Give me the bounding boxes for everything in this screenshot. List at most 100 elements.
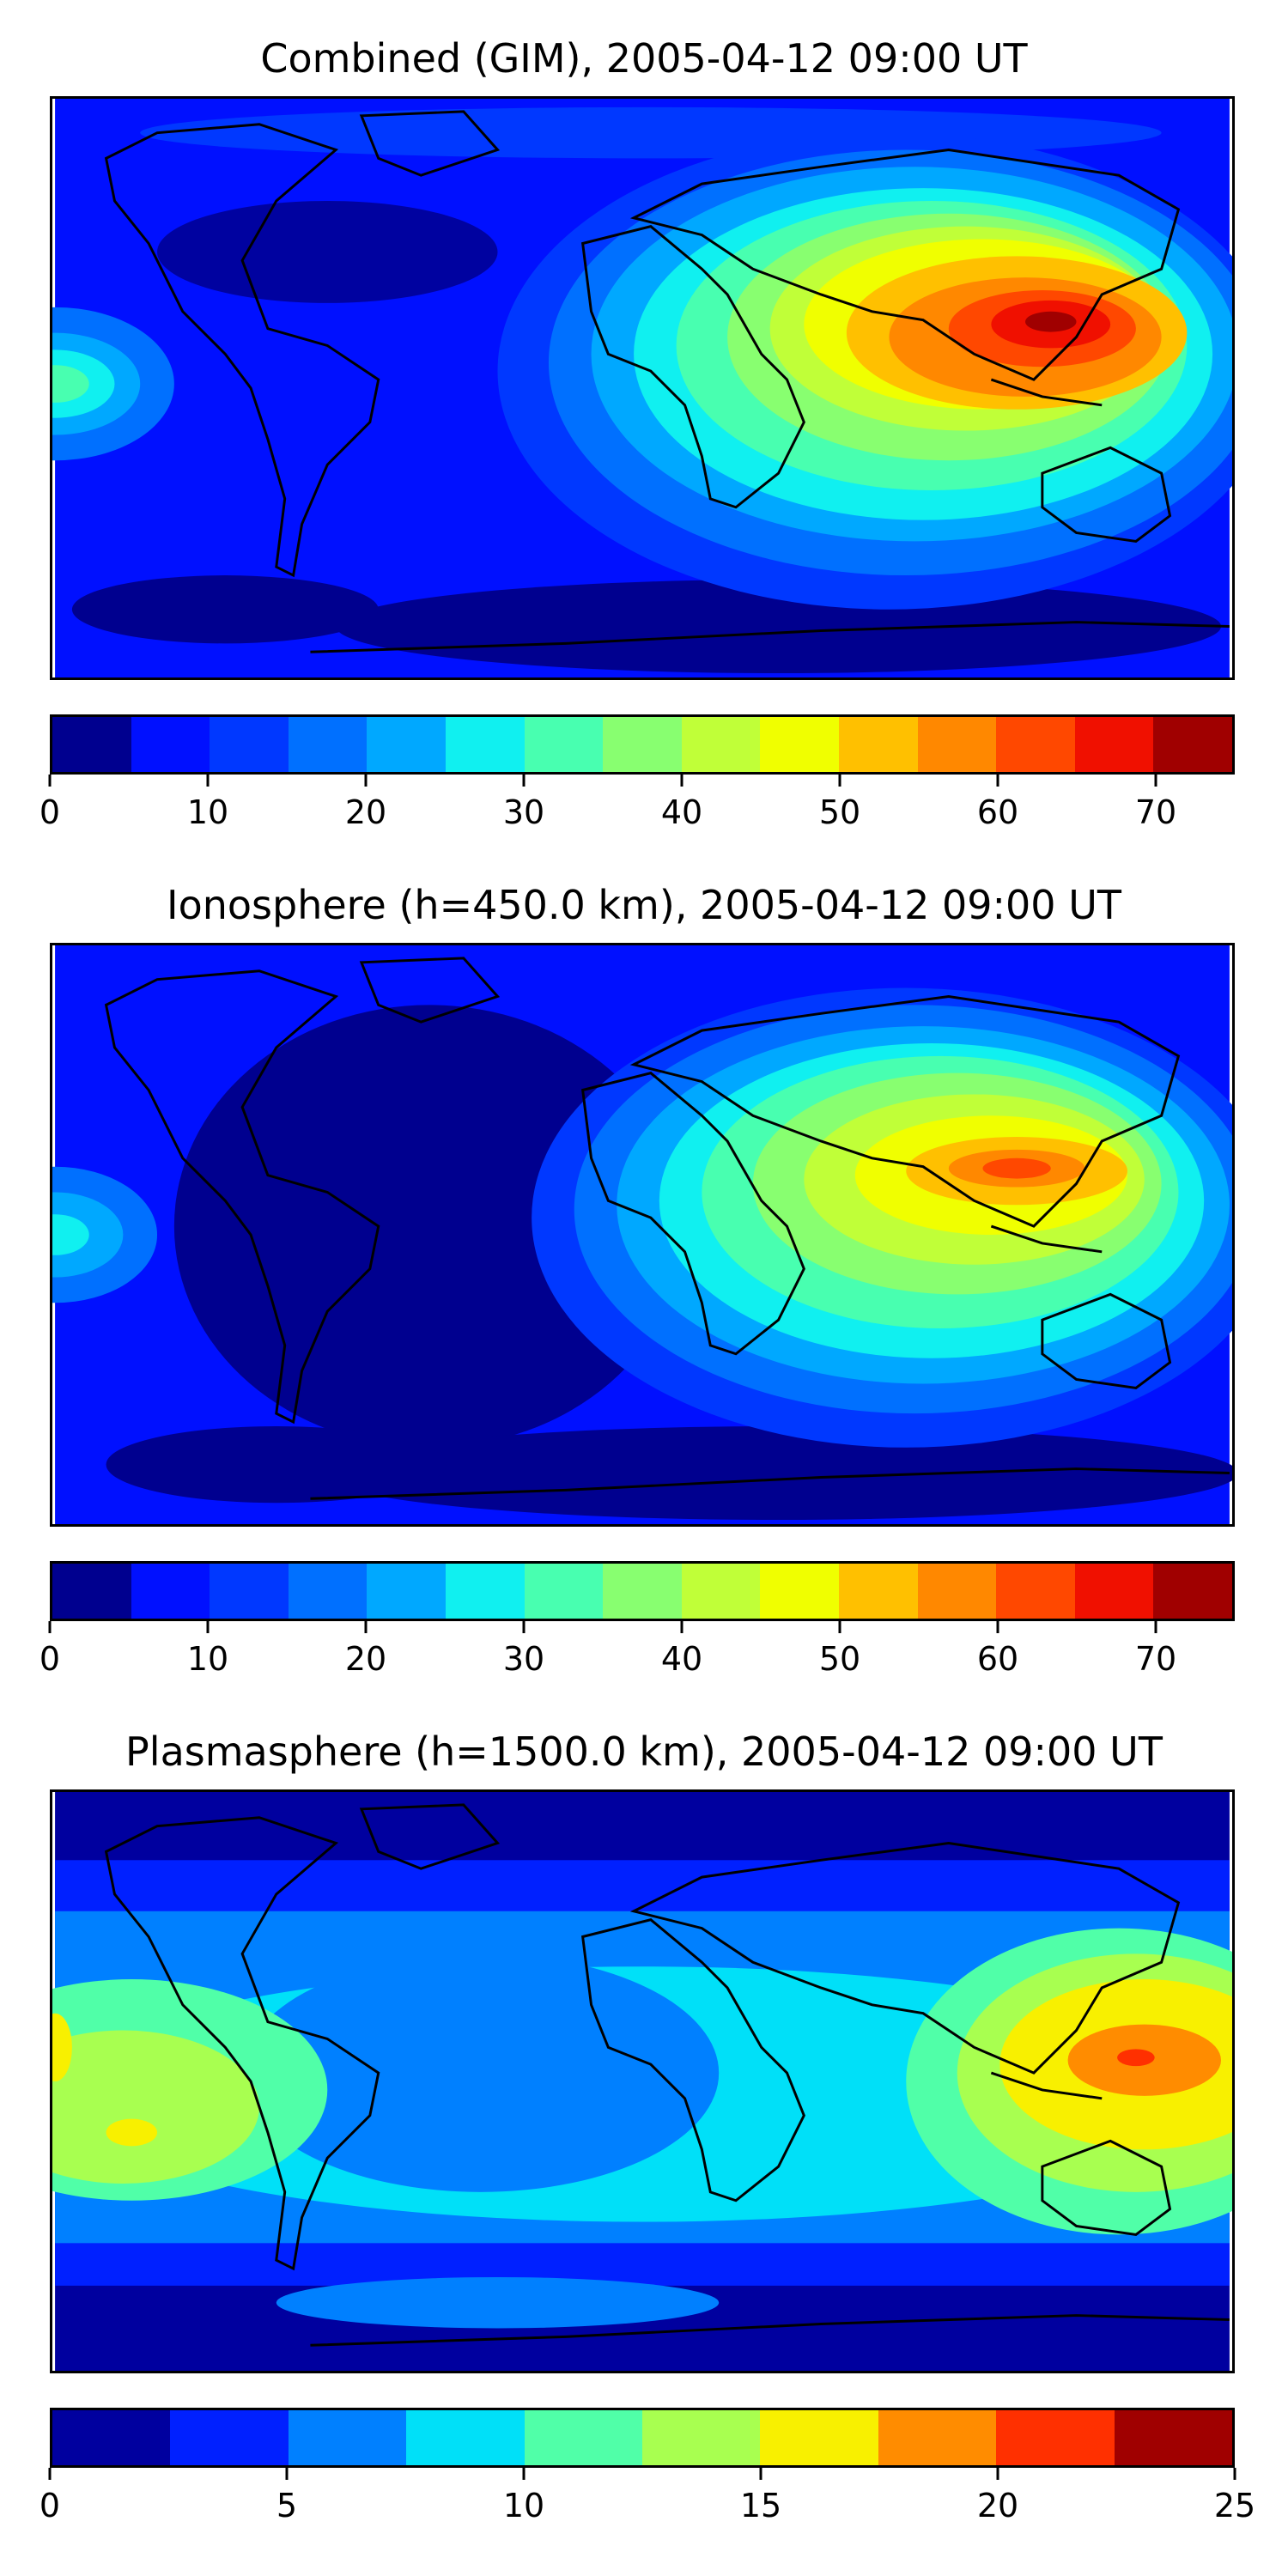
colorbar-tick [838, 1621, 841, 1633]
colorbar-tick [996, 775, 999, 787]
colorbar-tick [522, 2468, 526, 2480]
colorbar-segment [131, 1564, 210, 1619]
colorbar-segment [878, 2410, 997, 2465]
colorbar-tick-label: 50 [818, 793, 861, 831]
colorbar-tick-label: 70 [1134, 1640, 1177, 1678]
colorbar-segment [838, 717, 918, 772]
colorbar-ticks-combined: 0 10 20 30 40 50 60 70 [39, 775, 1235, 831]
colorbar-segment [760, 1564, 839, 1619]
colorbar-tick-label: 25 [1213, 2487, 1256, 2524]
colorbar-segment [760, 717, 839, 772]
colorbar-tick-label: 30 [502, 1640, 545, 1678]
colorbar-tick-label: 70 [1134, 793, 1177, 831]
map-title: Ionosphere (h=450.0 km), 2005-04-12 09:0… [167, 882, 1121, 928]
colorbar-segment [52, 2410, 171, 2465]
colorbar-tick-label: 60 [976, 1640, 1019, 1678]
coastlines [104, 110, 1230, 653]
colorbar-segment [406, 2410, 525, 2465]
colorbar-segment [917, 1564, 997, 1619]
colorbar-segment [210, 717, 289, 772]
colorbar-ticks-plasmasphere: 0 5 10 15 20 25 [39, 2468, 1255, 2524]
colorbar-tick-label: 60 [976, 793, 1019, 831]
colorbar-segment [1153, 1564, 1232, 1619]
colorbar-tick [680, 1621, 683, 1633]
colorbar-segment [524, 717, 604, 772]
colorbar-segment [445, 1564, 525, 1619]
colorbar-segment [760, 2410, 878, 2465]
colorbar-ionosphere [50, 1561, 1235, 1621]
colorbar-segment [131, 717, 210, 772]
colorbar-tick-label: 10 [186, 1640, 229, 1678]
colorbar-segment [288, 2410, 407, 2465]
coastlines [104, 1803, 1230, 2347]
colorbar-segment [917, 717, 997, 772]
colorbar-segment [838, 1564, 918, 1619]
colorbar-tick-label: 50 [818, 1640, 861, 1678]
tec-contour-map [52, 1792, 1232, 2371]
colorbar-tick-label: 30 [502, 793, 545, 831]
colorbar-segment [996, 717, 1075, 772]
colorbar-tick [522, 775, 526, 787]
colorbar-tick [996, 1621, 999, 1633]
colorbar-segment [367, 717, 446, 772]
colorbar-segment [642, 2410, 761, 2465]
colorbar-tick-label: 5 [276, 2487, 298, 2524]
colorbar-segment [996, 2410, 1115, 2465]
tec-map-combined [50, 96, 1235, 680]
colorbar-tick [285, 2468, 289, 2480]
colorbar-tick-label: 10 [186, 793, 229, 831]
colorbar-segment [681, 1564, 761, 1619]
colorbar-tick [1154, 1621, 1157, 1633]
colorbar-segment [210, 1564, 289, 1619]
colorbar-segment [1153, 717, 1232, 772]
colorbar-segment [288, 1564, 368, 1619]
colorbar-segment [445, 717, 525, 772]
colorbar-tick-label: 40 [660, 793, 703, 831]
colorbar-tick [996, 2468, 999, 2480]
colorbar-segment [367, 1564, 446, 1619]
colorbar-segment [1114, 2410, 1233, 2465]
colorbar-plasmasphere [50, 2408, 1235, 2468]
colorbar-tick [364, 1621, 368, 1633]
colorbar-ticks-ionosphere: 0 10 20 30 40 50 60 70 [39, 1621, 1235, 1678]
colorbar-segment [681, 717, 761, 772]
colorbar-segment [603, 1564, 682, 1619]
colorbar-tick-label: 0 [39, 2487, 61, 2524]
colorbar-tick [759, 2468, 762, 2480]
tec-contour-map [52, 945, 1232, 1524]
map-title: Combined (GIM), 2005-04-12 09:00 UT [260, 35, 1028, 82]
colorbar-segment [170, 2410, 289, 2465]
colorbar-tick [838, 775, 841, 787]
colorbar-segment [1074, 1564, 1154, 1619]
colorbar-tick-label: 40 [660, 1640, 703, 1678]
colorbar-segment [52, 717, 131, 772]
colorbar-tick [1233, 2468, 1236, 2480]
colorbar-tick-label: 20 [976, 2487, 1019, 2524]
map-title: Plasmasphere (h=1500.0 km), 2005-04-12 0… [125, 1728, 1163, 1775]
colorbar-segment [603, 717, 682, 772]
colorbar-tick-label: 15 [739, 2487, 782, 2524]
colorbar-segment [52, 1564, 131, 1619]
colorbar-tick-label: 20 [344, 1640, 387, 1678]
colorbar-tick [680, 775, 683, 787]
colorbar-tick-label: 20 [344, 793, 387, 831]
colorbar-segment [288, 717, 368, 772]
colorbar-tick-label: 10 [502, 2487, 545, 2524]
colorbar-tick [364, 775, 368, 787]
colorbar-tick [48, 2468, 52, 2480]
tec-map-ionosphere [50, 943, 1235, 1527]
colorbar-segment [524, 2410, 643, 2465]
colorbar-tick [206, 1621, 210, 1633]
colorbar-segment [1074, 717, 1154, 772]
colorbar-tick-label: 0 [39, 1640, 61, 1678]
colorbar-segment [524, 1564, 604, 1619]
colorbar-tick [206, 775, 210, 787]
colorbar-tick [48, 1621, 52, 1633]
tec-contour-map [52, 99, 1232, 677]
colorbar-segment [996, 1564, 1075, 1619]
colorbar-tick-label: 0 [39, 793, 61, 831]
colorbar-tick [522, 1621, 526, 1633]
coastlines [104, 957, 1230, 1500]
colorbar-combined [50, 714, 1235, 775]
colorbar-tick [48, 775, 52, 787]
